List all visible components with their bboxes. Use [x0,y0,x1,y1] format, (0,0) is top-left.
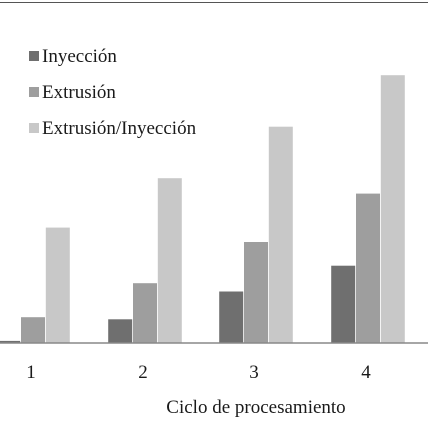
legend-label-2: Extrusión [42,82,116,103]
bar-1-cat-1 [0,340,21,343]
bar-2-cat-1 [21,317,45,343]
legend-label-3: Extrusión/Inyección [42,118,197,139]
x-tick-label-3: 3 [249,362,259,383]
legend-swatch-1 [29,51,39,61]
legend-label-1: Inyección [42,46,117,67]
legend-swatch-3 [29,123,39,133]
bar-2-cat-4 [356,193,380,343]
legend-swatch-2 [29,87,39,97]
x-tick-label-4: 4 [361,362,371,383]
x-axis-title: Ciclo de procesamiento [166,397,345,418]
x-tick-label-1: 1 [26,362,36,383]
bar-1-cat-2 [108,319,133,343]
bars-group [0,75,405,343]
bar-3-cat-3 [268,126,293,343]
legend: Inyección Extrusión Extrusión/Inyección [29,46,197,139]
bar-2-cat-3 [244,242,268,343]
bar-1-cat-3 [219,291,244,343]
x-tick-label-2: 2 [138,362,148,383]
bar-3-cat-1 [45,227,70,343]
x-tick-labels: 1 2 3 4 [26,362,371,383]
bar-2-cat-2 [133,283,157,343]
bar-1-cat-4 [331,265,356,343]
bar-3-cat-2 [157,178,182,343]
bar-3-cat-4 [380,75,405,343]
